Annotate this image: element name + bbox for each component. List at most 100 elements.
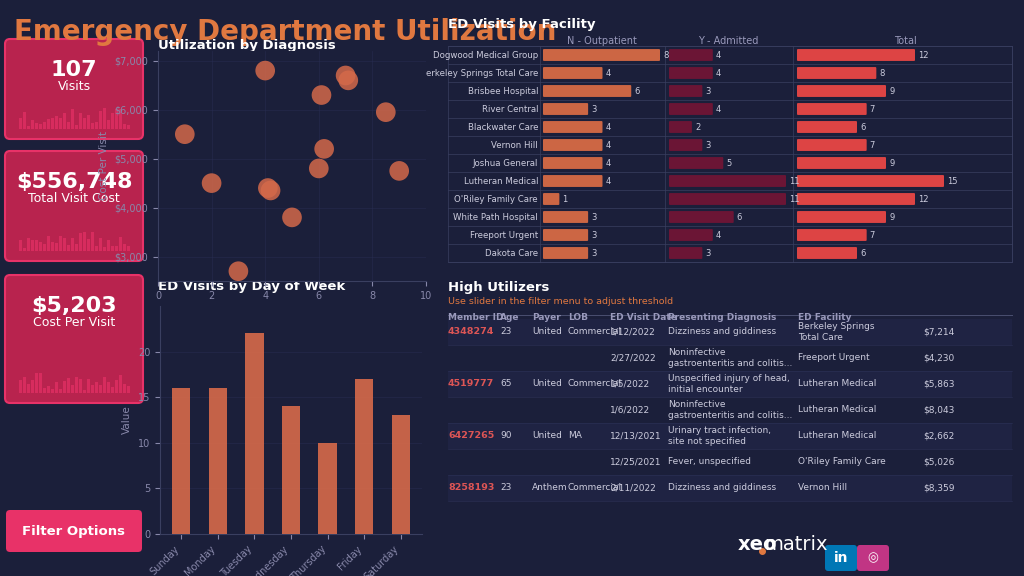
Text: ED Visits by Facility: ED Visits by Facility xyxy=(449,18,596,31)
Bar xyxy=(54,382,57,393)
Bar xyxy=(355,379,374,534)
Bar xyxy=(43,244,45,251)
Bar xyxy=(27,126,30,129)
Text: 8258193: 8258193 xyxy=(449,483,495,492)
Bar xyxy=(58,236,61,251)
Text: 4348274: 4348274 xyxy=(449,328,495,336)
Bar xyxy=(39,373,42,393)
Bar xyxy=(46,386,49,393)
Bar xyxy=(106,382,110,393)
Text: Y - Admitted: Y - Admitted xyxy=(697,36,758,46)
Text: 8: 8 xyxy=(663,51,669,59)
Text: 107: 107 xyxy=(50,60,97,80)
Bar xyxy=(209,388,227,534)
FancyBboxPatch shape xyxy=(669,67,713,79)
Bar xyxy=(58,118,61,129)
Point xyxy=(230,267,247,276)
Bar xyxy=(83,389,85,393)
Bar xyxy=(127,246,129,251)
Text: 4: 4 xyxy=(605,69,610,78)
Text: Joshua General: Joshua General xyxy=(473,158,538,168)
Text: 1/5/2022: 1/5/2022 xyxy=(610,380,650,388)
Text: 4: 4 xyxy=(716,230,721,240)
FancyBboxPatch shape xyxy=(669,175,786,187)
Text: 3: 3 xyxy=(591,213,597,222)
Text: Member ID: Member ID xyxy=(449,313,504,322)
Text: 7: 7 xyxy=(869,230,876,240)
Text: N - Outpatient: N - Outpatient xyxy=(567,36,637,46)
Bar xyxy=(54,116,57,129)
FancyBboxPatch shape xyxy=(797,193,915,205)
Text: Freeport Urgent: Freeport Urgent xyxy=(470,230,538,240)
Bar xyxy=(31,120,34,129)
Text: ED Visit Date: ED Visit Date xyxy=(610,313,677,322)
Text: Unspecified injury of head,
initial encounter: Unspecified injury of head, initial enco… xyxy=(668,374,790,394)
Bar xyxy=(18,118,22,129)
Point xyxy=(310,164,327,173)
Bar xyxy=(75,126,78,129)
Text: 4: 4 xyxy=(716,104,721,113)
Point xyxy=(338,71,354,80)
Bar xyxy=(43,388,45,393)
Bar xyxy=(27,237,30,251)
FancyBboxPatch shape xyxy=(543,85,631,97)
Text: $8,359: $8,359 xyxy=(923,483,954,492)
Bar xyxy=(18,240,22,251)
Text: Brisbee Hospital: Brisbee Hospital xyxy=(468,86,538,96)
Text: Payer: Payer xyxy=(532,313,561,322)
Text: Cost Per Visit: Cost Per Visit xyxy=(33,316,115,329)
FancyBboxPatch shape xyxy=(543,139,602,151)
FancyBboxPatch shape xyxy=(797,103,866,115)
Text: $5,863: $5,863 xyxy=(923,380,954,388)
FancyBboxPatch shape xyxy=(669,157,723,169)
FancyBboxPatch shape xyxy=(669,193,786,205)
Text: Noninfective
gastroenteritis and colitis...: Noninfective gastroenteritis and colitis… xyxy=(668,400,793,420)
Text: Vernon Hill: Vernon Hill xyxy=(492,141,538,150)
Text: 9: 9 xyxy=(889,86,894,96)
Text: 23: 23 xyxy=(500,483,511,492)
Bar xyxy=(115,109,118,129)
FancyBboxPatch shape xyxy=(797,211,886,223)
Text: $8,043: $8,043 xyxy=(923,406,954,415)
Text: 23: 23 xyxy=(500,328,511,336)
FancyBboxPatch shape xyxy=(669,211,734,223)
FancyBboxPatch shape xyxy=(543,49,660,61)
Text: Fever, unspecified: Fever, unspecified xyxy=(668,457,751,467)
Text: Commercial: Commercial xyxy=(568,328,623,336)
Text: $5,026: $5,026 xyxy=(923,457,954,467)
Bar xyxy=(67,245,70,251)
Text: 4: 4 xyxy=(605,158,610,168)
Bar xyxy=(123,384,126,393)
Text: 3: 3 xyxy=(591,104,597,113)
FancyBboxPatch shape xyxy=(825,545,857,571)
Text: xeo: xeo xyxy=(738,535,777,554)
Text: $7,214: $7,214 xyxy=(923,328,954,336)
X-axis label: ED Visit: ED Visit xyxy=(272,306,312,316)
Point xyxy=(260,183,276,192)
Bar xyxy=(35,123,38,129)
Text: ED Visits by Day of Week: ED Visits by Day of Week xyxy=(158,280,345,293)
Text: 4: 4 xyxy=(605,176,610,185)
Text: 11: 11 xyxy=(790,176,800,185)
Bar xyxy=(115,380,118,393)
FancyBboxPatch shape xyxy=(797,49,915,61)
Point xyxy=(340,76,356,85)
Text: Urinary tract infection,
site not specified: Urinary tract infection, site not specif… xyxy=(668,426,771,446)
Bar xyxy=(67,378,70,393)
Text: 2/27/2022: 2/27/2022 xyxy=(610,354,655,362)
Text: Lutheran Medical: Lutheran Medical xyxy=(798,380,877,388)
Bar xyxy=(98,385,101,393)
Bar xyxy=(83,232,85,251)
Text: 12/25/2021: 12/25/2021 xyxy=(610,457,662,467)
Bar xyxy=(127,386,129,393)
Text: MA: MA xyxy=(568,431,582,441)
Bar xyxy=(79,379,82,393)
Text: Total: Total xyxy=(894,36,916,46)
Text: 2/11/2022: 2/11/2022 xyxy=(610,483,655,492)
Text: Lutheran Medical: Lutheran Medical xyxy=(464,176,538,185)
Text: ◎: ◎ xyxy=(867,551,879,564)
Text: $4,230: $4,230 xyxy=(923,354,954,362)
FancyBboxPatch shape xyxy=(669,85,702,97)
Bar xyxy=(31,380,34,393)
Text: 3: 3 xyxy=(706,248,711,257)
